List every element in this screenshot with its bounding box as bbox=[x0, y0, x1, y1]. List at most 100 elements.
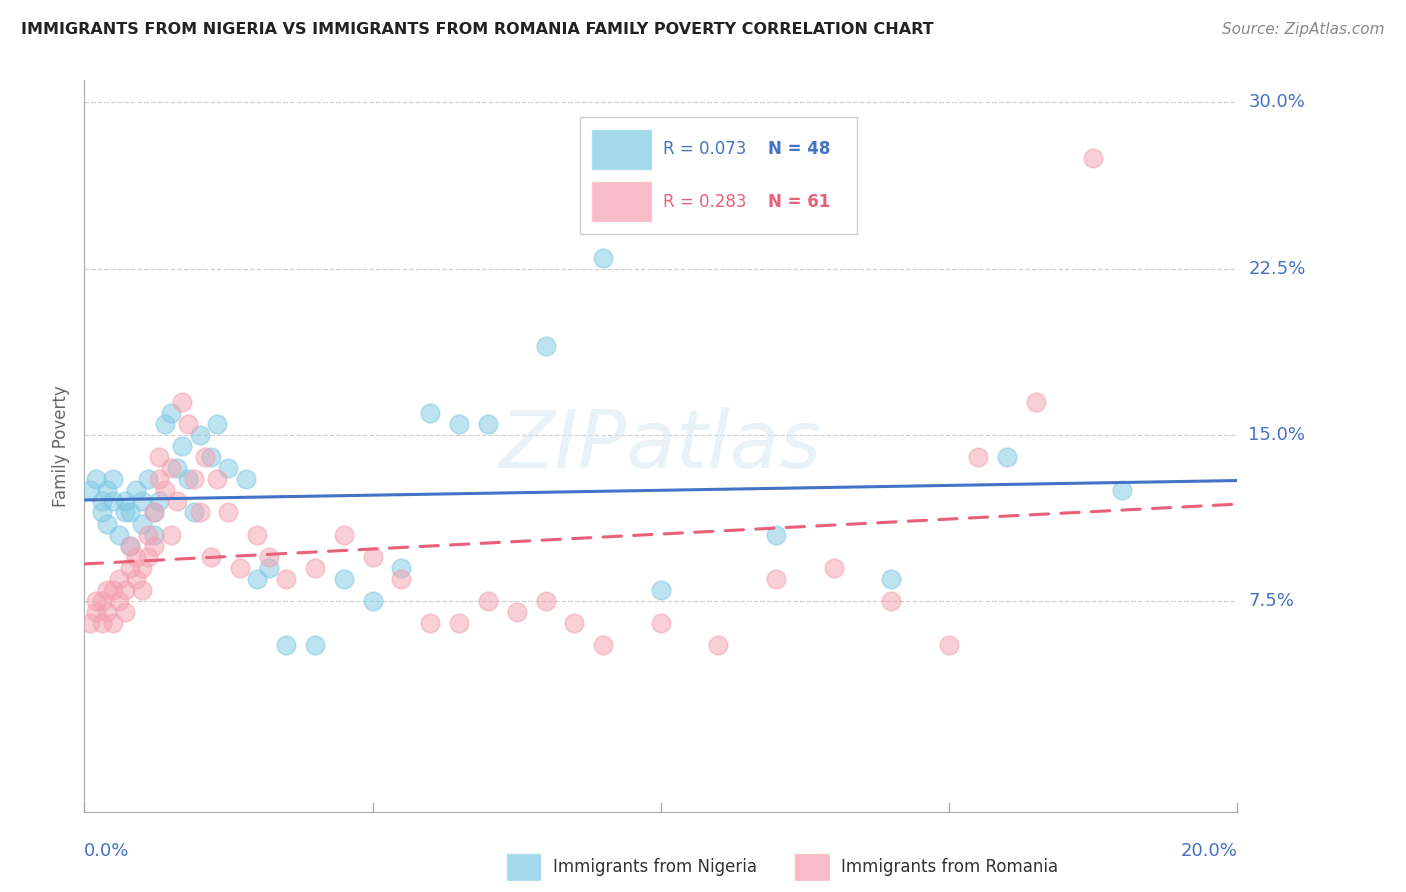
Point bbox=[304, 561, 326, 575]
Point bbox=[90, 616, 112, 631]
Point bbox=[1081, 151, 1104, 165]
Point bbox=[200, 450, 222, 464]
Point bbox=[114, 583, 136, 598]
Point bbox=[183, 506, 205, 520]
Point bbox=[361, 549, 384, 564]
Point bbox=[114, 494, 136, 508]
Point bbox=[96, 516, 118, 531]
Point bbox=[160, 461, 183, 475]
Point bbox=[125, 483, 148, 498]
Point bbox=[90, 594, 112, 608]
Point bbox=[361, 594, 384, 608]
Point bbox=[995, 450, 1018, 464]
Point bbox=[160, 527, 183, 541]
Point bbox=[103, 583, 124, 598]
Point bbox=[142, 527, 165, 541]
Text: Immigrants from Nigeria: Immigrants from Nigeria bbox=[553, 858, 756, 876]
Point bbox=[246, 572, 269, 586]
Point bbox=[447, 417, 470, 431]
Text: N = 61: N = 61 bbox=[768, 193, 831, 211]
Bar bbox=[591, 128, 652, 169]
Text: R = 0.073: R = 0.073 bbox=[664, 140, 747, 158]
Point bbox=[131, 561, 153, 575]
Point bbox=[534, 339, 557, 353]
Point bbox=[188, 428, 211, 442]
Point bbox=[650, 616, 672, 631]
Point bbox=[419, 616, 441, 631]
Point bbox=[125, 572, 148, 586]
Point bbox=[172, 394, 194, 409]
Point bbox=[419, 406, 441, 420]
Text: Immigrants from Romania: Immigrants from Romania bbox=[841, 858, 1057, 876]
Point bbox=[188, 506, 211, 520]
Point bbox=[131, 583, 153, 598]
Text: 7.5%: 7.5% bbox=[1249, 592, 1295, 610]
Point bbox=[96, 483, 118, 498]
Point bbox=[131, 494, 153, 508]
Point bbox=[205, 417, 228, 431]
Point bbox=[506, 605, 529, 619]
Point bbox=[136, 527, 159, 541]
Point bbox=[332, 572, 354, 586]
Point bbox=[136, 472, 159, 486]
Point bbox=[304, 639, 326, 653]
Point bbox=[108, 527, 131, 541]
Text: Source: ZipAtlas.com: Source: ZipAtlas.com bbox=[1222, 22, 1385, 37]
Point bbox=[90, 506, 112, 520]
Point bbox=[200, 549, 222, 564]
Point bbox=[194, 450, 217, 464]
Text: 0.0%: 0.0% bbox=[84, 842, 129, 860]
Text: R = 0.283: R = 0.283 bbox=[664, 193, 747, 211]
Point bbox=[160, 406, 183, 420]
Point bbox=[592, 639, 614, 653]
Text: IMMIGRANTS FROM NIGERIA VS IMMIGRANTS FROM ROMANIA FAMILY POVERTY CORRELATION CH: IMMIGRANTS FROM NIGERIA VS IMMIGRANTS FR… bbox=[21, 22, 934, 37]
Point bbox=[477, 417, 499, 431]
Point bbox=[96, 583, 118, 598]
Point bbox=[332, 527, 354, 541]
Point bbox=[96, 605, 118, 619]
Point bbox=[103, 494, 124, 508]
Point bbox=[257, 549, 280, 564]
Point bbox=[765, 527, 787, 541]
Point bbox=[592, 251, 614, 265]
Point bbox=[148, 472, 170, 486]
Point bbox=[880, 572, 903, 586]
Text: 15.0%: 15.0% bbox=[1249, 425, 1305, 444]
Point bbox=[114, 605, 136, 619]
Point bbox=[166, 461, 188, 475]
Point bbox=[205, 472, 228, 486]
Y-axis label: Family Poverty: Family Poverty bbox=[52, 385, 70, 507]
Point bbox=[177, 472, 200, 486]
Point bbox=[391, 561, 413, 575]
Point bbox=[79, 616, 101, 631]
Point bbox=[477, 594, 499, 608]
Point bbox=[125, 549, 148, 564]
Point bbox=[880, 594, 903, 608]
Point bbox=[114, 506, 136, 520]
Point bbox=[1111, 483, 1133, 498]
Point bbox=[274, 572, 298, 586]
Point bbox=[938, 639, 960, 653]
Point bbox=[229, 561, 252, 575]
Point bbox=[183, 472, 205, 486]
Point bbox=[79, 483, 101, 498]
Point bbox=[148, 450, 170, 464]
Point bbox=[707, 639, 730, 653]
Point bbox=[391, 572, 413, 586]
Point bbox=[84, 594, 107, 608]
Point bbox=[120, 506, 142, 520]
Point bbox=[217, 506, 239, 520]
Point bbox=[148, 494, 170, 508]
Point bbox=[274, 639, 298, 653]
Point bbox=[447, 616, 470, 631]
Point bbox=[823, 561, 845, 575]
Point bbox=[84, 472, 107, 486]
Text: 30.0%: 30.0% bbox=[1249, 94, 1305, 112]
Point bbox=[142, 506, 165, 520]
Point bbox=[120, 539, 142, 553]
Point bbox=[108, 594, 131, 608]
Point bbox=[1024, 394, 1046, 409]
Point bbox=[153, 483, 176, 498]
Text: N = 48: N = 48 bbox=[768, 140, 831, 158]
Point bbox=[166, 494, 188, 508]
